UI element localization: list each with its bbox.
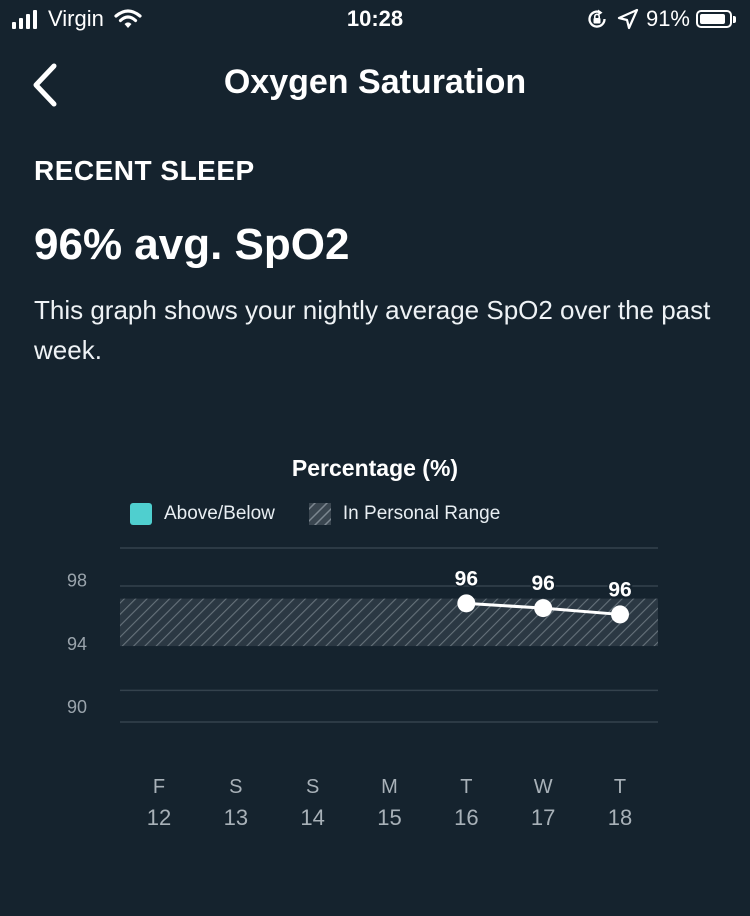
section-label: RECENT SLEEP [34, 155, 255, 186]
status-left: Virgin [12, 6, 142, 32]
x-tick-date: 17 [531, 805, 555, 830]
x-tick-date: 14 [300, 805, 324, 830]
battery-tip [733, 15, 736, 23]
battery-icon [696, 10, 732, 28]
rotation-lock-icon [588, 9, 606, 28]
data-point [534, 599, 553, 618]
x-tick-date: 12 [147, 805, 171, 830]
legend-label-personal-range: In Personal Range [342, 503, 501, 524]
y-tick-label: 94 [67, 634, 87, 654]
data-point [611, 605, 629, 624]
chevron-left-icon[interactable] [22, 60, 72, 110]
x-tick-day: F [153, 776, 165, 798]
x-tick-day: T [614, 776, 626, 798]
page-title: Oxygen Saturation [223, 63, 527, 101]
legend-swatch-personal-range [308, 503, 331, 525]
y-tick-label: 98 [67, 571, 87, 591]
x-tick-date: 13 [224, 805, 248, 830]
x-tick-day: T [460, 776, 472, 798]
data-label: 96 [455, 567, 478, 590]
signal-icon [12, 9, 40, 29]
status-right: 91% [586, 6, 736, 32]
x-tick-day: M [381, 776, 398, 798]
battery-level [700, 14, 725, 24]
wifi-icon [114, 9, 142, 28]
x-tick-day: S [306, 776, 319, 798]
legend-label-above-below: Above/Below [164, 503, 275, 524]
x-tick-date: 18 [608, 805, 632, 830]
chart-legend: Above/Below In Personal Range [130, 503, 500, 525]
y-tick-label: 90 [67, 697, 87, 717]
data-label: 96 [531, 572, 554, 595]
x-tick-day: S [229, 776, 242, 798]
data-point [457, 594, 476, 613]
x-tick-date: 16 [454, 805, 478, 830]
x-tick-date: 15 [377, 805, 401, 830]
chart-description: This graph shows your nightly average Sp… [34, 295, 711, 365]
legend-swatch-above-below [130, 503, 152, 525]
status-bar: Virgin 10:28 91% [0, 0, 750, 42]
status-time: 10:28 [346, 6, 404, 31]
battery-percentage: 91% [645, 6, 690, 31]
x-tick-day: W [534, 776, 553, 798]
spo2-line-chart: 98 94 90 F 12 S 13 S 14 M 15 T 16 W 17 T 18 96 96 96 [67, 547, 658, 830]
average-spo2-value: 96% avg. SpO2 [34, 220, 350, 269]
location-arrow-icon [617, 8, 639, 30]
carrier-name: Virgin [48, 6, 104, 31]
data-label: 96 [608, 578, 631, 601]
personal-range-band [120, 598, 658, 647]
chart-title: Percentage (%) [291, 455, 459, 481]
